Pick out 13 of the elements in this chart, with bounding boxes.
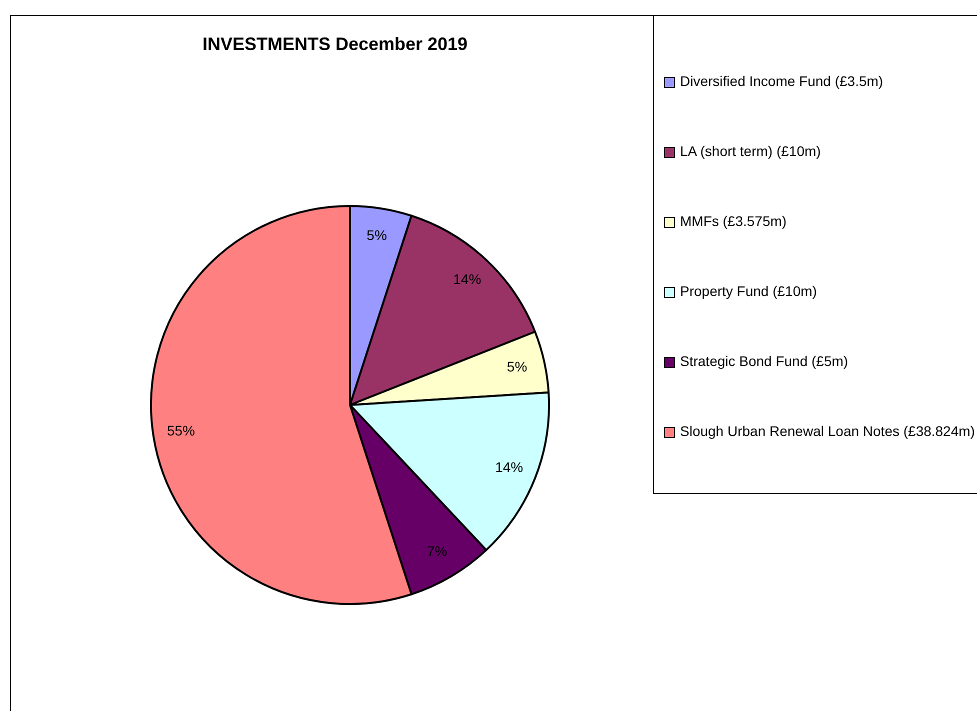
legend-label: Diversified Income Fund (£3.5m) [680,73,884,89]
data-label: 14% [495,458,524,475]
legend-label: LA (short term) (£10m) [680,143,821,159]
data-label: 7% [427,543,448,560]
data-label: 5% [506,358,528,375]
legend-label: MMFs (£3.575m) [680,213,787,229]
data-label: 14% [453,271,482,288]
text: INVESTMENTS December 2019 [201,34,469,55]
data-label: 5% [366,226,387,243]
data-label: 55% [166,422,195,439]
legend-label: Strategic Bond Fund (£5m) [680,353,848,369]
legend-label: Property Fund (£10m) [680,283,817,299]
legend-label: Slough Urban Renewal Loan Notes (£38.824m) [680,423,975,439]
